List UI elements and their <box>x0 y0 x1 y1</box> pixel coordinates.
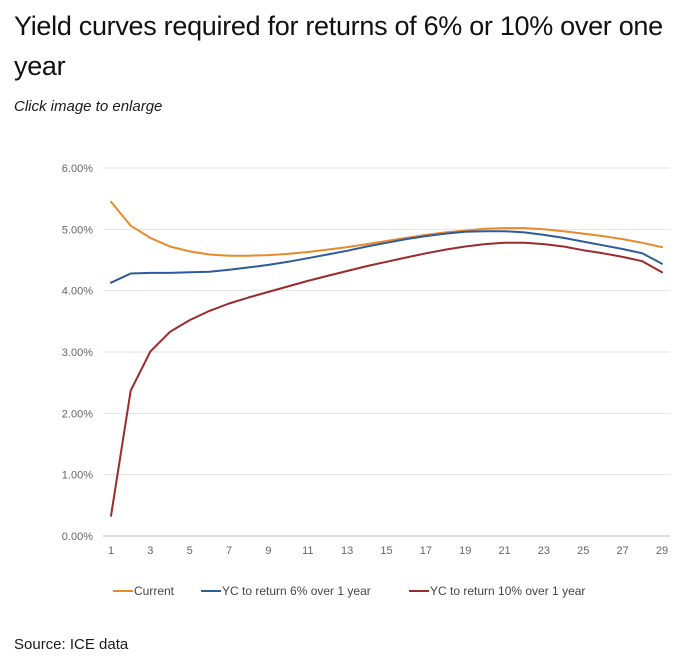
x-tick-label: 25 <box>577 545 589 557</box>
y-tick-label: 4.00% <box>62 286 93 298</box>
x-tick-label: 17 <box>420 545 432 557</box>
y-gridlines <box>103 167 670 537</box>
source-note: Source: ICE data <box>14 636 129 653</box>
enlarge-caption[interactable]: Click image to enlarge <box>14 98 163 115</box>
y-tick-label: 5.00% <box>62 224 93 236</box>
x-tick-label: 19 <box>459 545 471 557</box>
x-tick-label: 23 <box>538 545 550 557</box>
x-tick-label: 21 <box>498 545 510 557</box>
x-tick-label: 3 <box>147 545 153 557</box>
y-tick-label: 6.00% <box>62 163 93 175</box>
x-tick-label: 11 <box>302 545 313 557</box>
x-tick-label: 13 <box>341 545 353 557</box>
legend-label-2: YC to return 6% over 1 year <box>222 584 371 598</box>
y-tick-label: 3.00% <box>62 347 93 359</box>
legend-label-1: Current <box>134 584 175 598</box>
chart-container: 0.00% 1.00% 2.00% 3.00% 4.00% 5.00% 6.00% 1 3 5 7 9… <box>0 140 691 620</box>
y-tick-label: 0.00% <box>62 531 93 543</box>
y-tick-label: 2.00% <box>62 408 93 420</box>
x-tick-label: 7 <box>226 545 232 557</box>
line-chart: 0.00%1.00%2.00%3.00%4.00%5.00%6.00%1 3 5 7 9… <box>62 163 670 598</box>
x-tick-label: 5 <box>187 545 193 557</box>
series-line-2 <box>110 230 663 284</box>
y-tick-label: 1.00% <box>62 470 93 482</box>
x-tick-label: 29 <box>656 545 668 557</box>
x-tick-label: 15 <box>380 545 392 557</box>
x-tick-label: 27 <box>617 545 629 557</box>
series-line-3 <box>110 241 663 517</box>
legend-label-3: YC to return 10% over 1 year <box>430 584 585 598</box>
x-tick-label: 9 <box>265 545 271 557</box>
series-line-1 <box>110 200 663 257</box>
x-tick-label: 1 <box>108 545 114 557</box>
chart-title: Yield curves required for returns of 6% … <box>14 11 663 81</box>
